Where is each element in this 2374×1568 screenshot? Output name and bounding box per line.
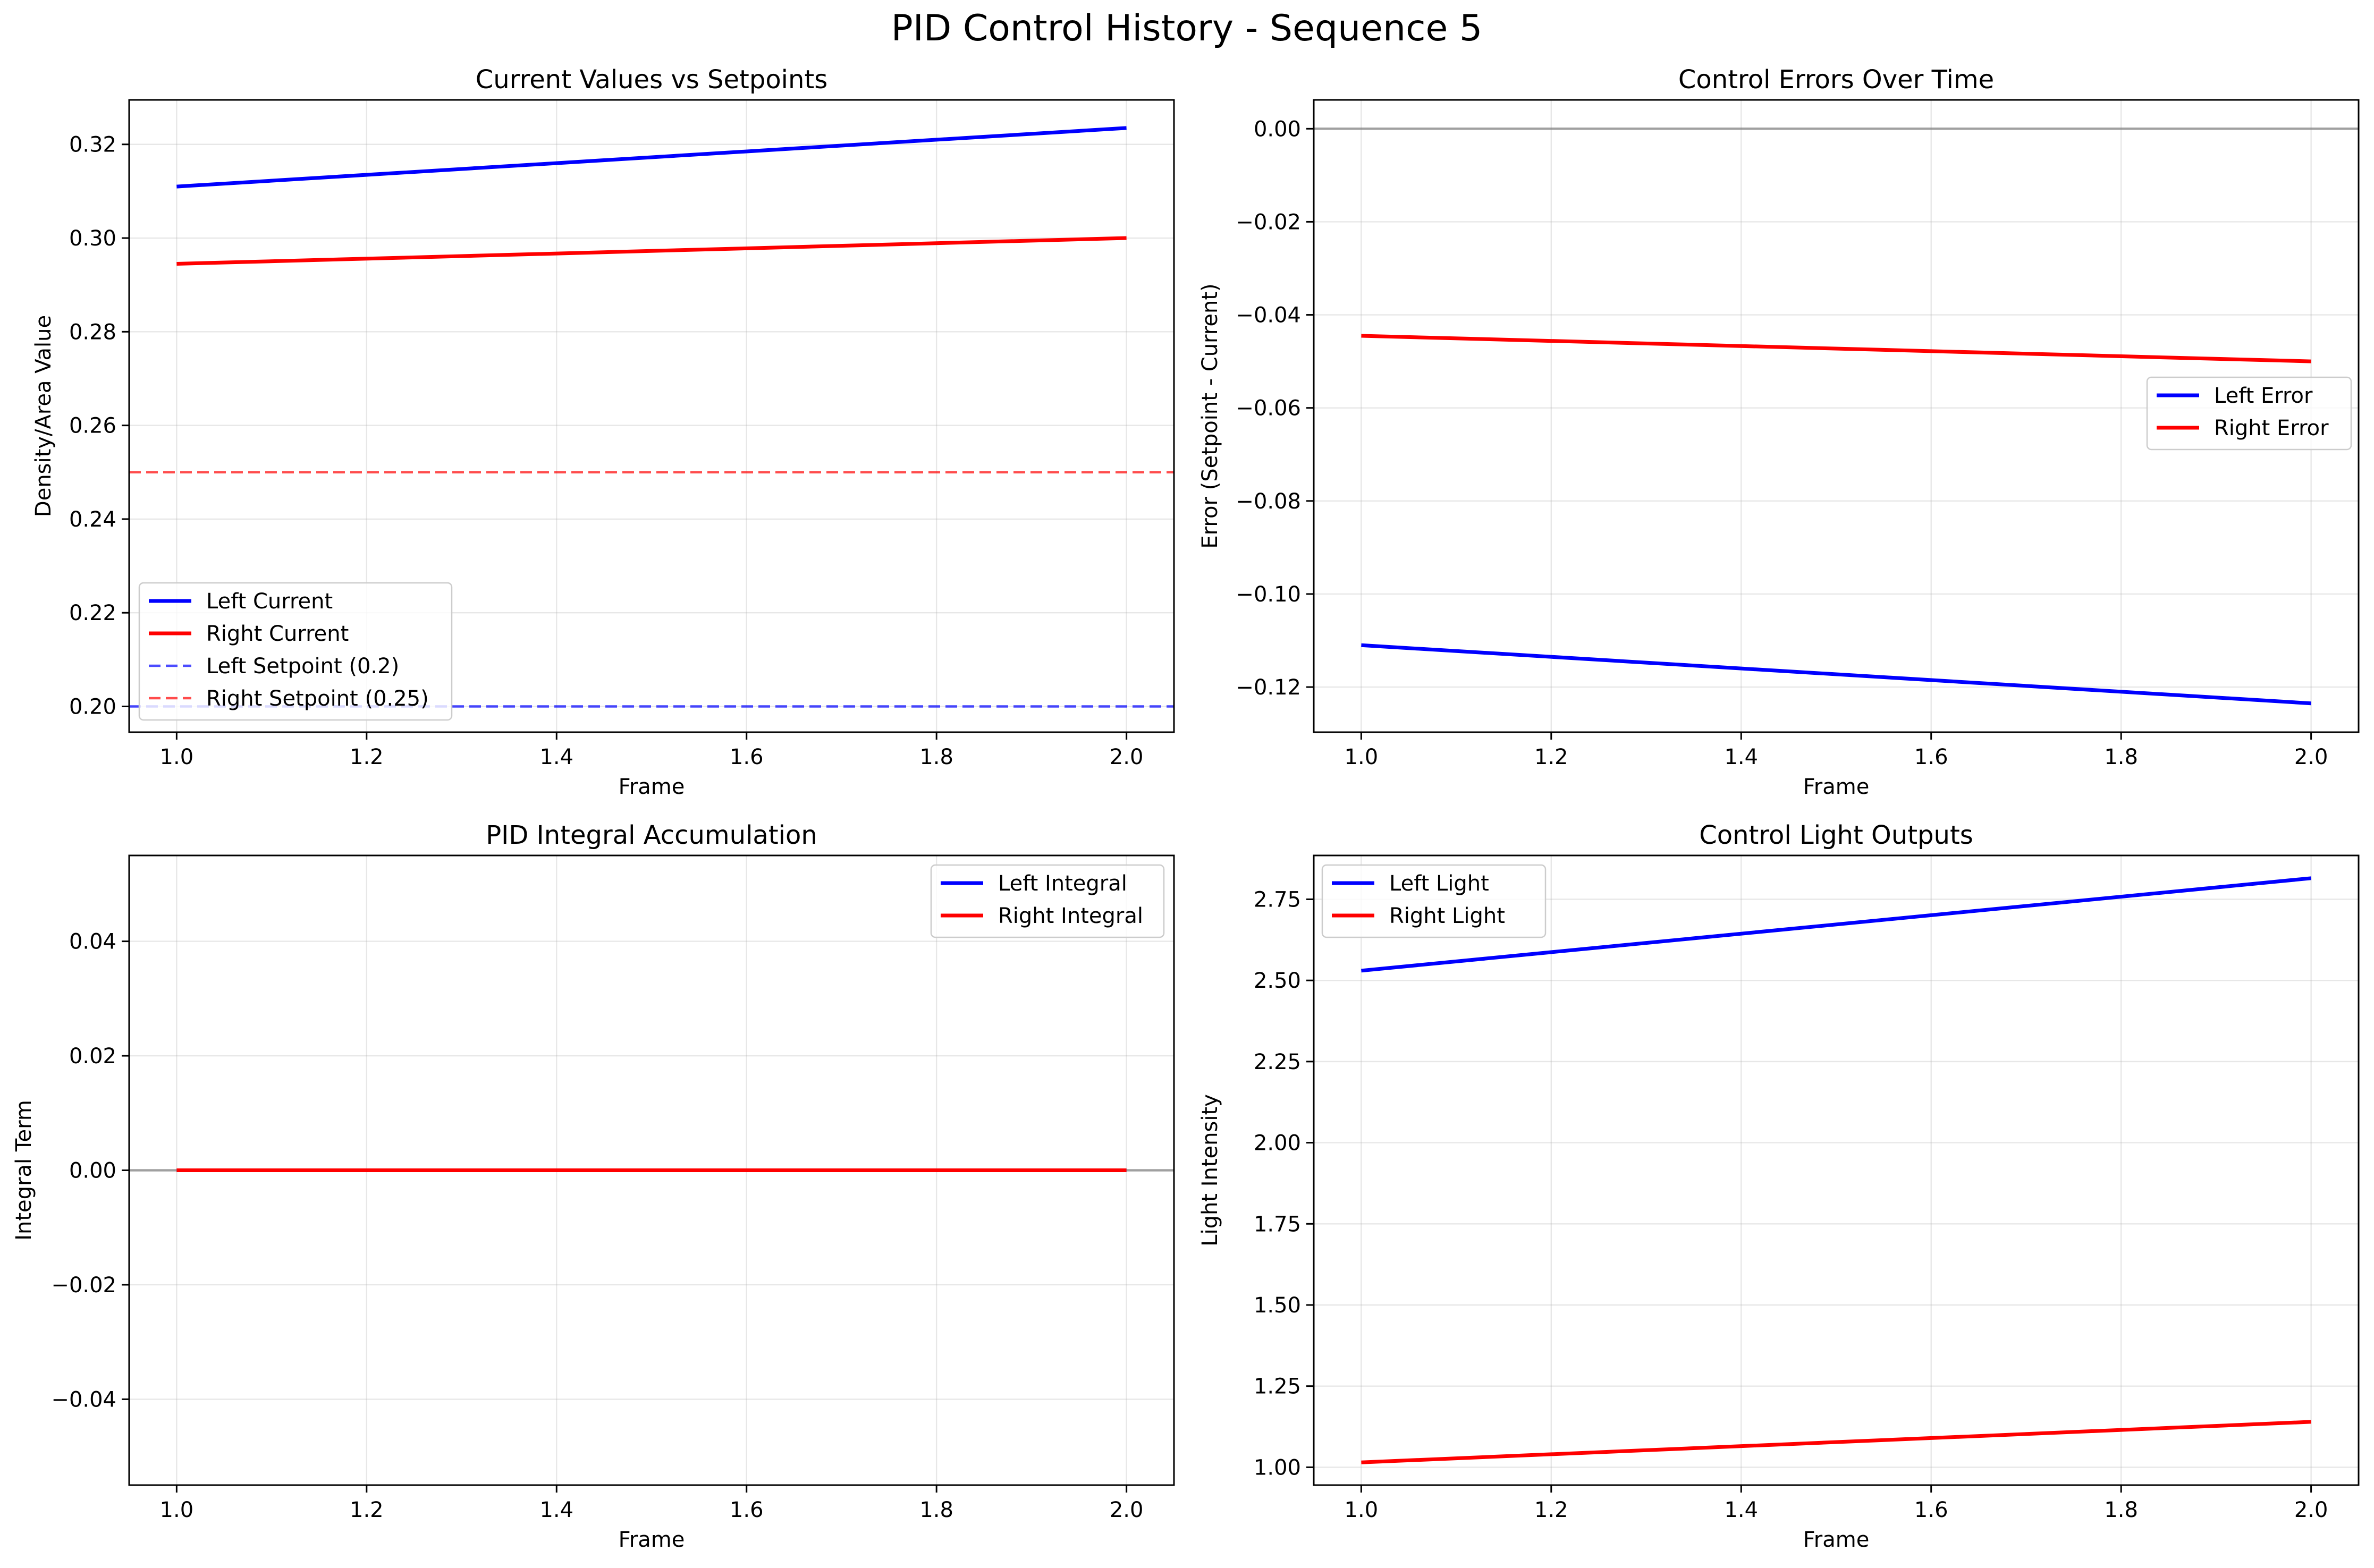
- chart-2-series-2-line: [1361, 334, 2311, 363]
- chart-2-x-tick-label: 1.4: [1724, 745, 1758, 769]
- chart-3-legend-label: Right Integral: [998, 904, 1143, 928]
- chart-4-x-tick-label: 2.0: [2294, 1498, 2328, 1522]
- chart-4-y-tick-label: 2.75: [1254, 887, 1301, 912]
- chart-4-y-tick-label: 1.00: [1254, 1455, 1301, 1480]
- chart-1-y-tick-label: 0.20: [69, 695, 116, 719]
- chart-4-x-axis-label: Frame: [1803, 1528, 1870, 1552]
- chart-1-y-tick-label: 0.24: [69, 507, 116, 532]
- chart-1-y-tick-label: 0.30: [69, 226, 116, 251]
- chart-1-legend-label: Left Current: [206, 589, 333, 614]
- chart-1-x-tick-label: 1.6: [730, 745, 764, 769]
- chart-1-x-tick-label: 1.2: [350, 745, 384, 769]
- chart-1-axes-frame: [128, 99, 1175, 733]
- chart-3-x-axis-label: Frame: [619, 1528, 685, 1552]
- chart-2: 1.0 1.2 1.4 1.6 1.8 2.0 0.00 −0.02 −0.04 −0.06 −0.…: [1198, 65, 2360, 799]
- chart-2-legend: Left Error Right Error: [2146, 376, 2352, 451]
- chart-4-title: Control Light Outputs: [1699, 820, 1973, 850]
- chart-4-axes-frame: [1313, 854, 2360, 1486]
- chart-3-legend-box: [930, 864, 1165, 938]
- chart-3-y-tick-label: 0.04: [69, 930, 116, 954]
- chart-4-x-tick-label: 1.2: [1534, 1498, 1568, 1522]
- chart-1-legend: Left Current Right Current Left Setpoint (…: [138, 582, 453, 721]
- chart-4-plot-area: [1314, 855, 2359, 1485]
- chart-2-series-1-line: [1361, 643, 2311, 706]
- chart-3-y-axis-label: Integral Term: [12, 1100, 36, 1241]
- chart-1-x-tick-label: 1.4: [539, 745, 573, 769]
- chart-4-legend-label: Right Light: [1389, 904, 1505, 928]
- chart-3-y-tick-label: −0.02: [51, 1273, 116, 1298]
- chart-2-x-tick-label: 1.6: [1914, 745, 1948, 769]
- chart-2-x-tick-label: 1.0: [1345, 745, 1379, 769]
- chart-1-x-tick-label: 1.8: [919, 745, 953, 769]
- chart-4-y-tick-label: 1.50: [1254, 1293, 1301, 1318]
- chart-3-title: PID Integral Accumulation: [486, 820, 817, 850]
- chart-1-y-axis-label: Density/Area Value: [31, 315, 56, 517]
- chart-3-x-tick-label: 1.4: [539, 1498, 573, 1522]
- chart-3-x-tick-label: 1.6: [730, 1498, 764, 1522]
- chart-4-series-2-line: [1361, 1420, 2311, 1464]
- chart-4-y-tick-label: 1.25: [1254, 1375, 1301, 1399]
- chart-1-y-tick-label: 0.22: [69, 601, 116, 625]
- chart-4-legend-box: [1321, 864, 1547, 938]
- chart-3-legend: Left Integral Right Integral: [930, 864, 1165, 938]
- chart-2-y-tick-label: −0.04: [1236, 303, 1301, 328]
- chart-2-x-axis-label: Frame: [1803, 775, 1870, 799]
- chart-4-y-tick-label: 2.00: [1254, 1131, 1301, 1156]
- chart-3-x-tick-label: 1.0: [160, 1498, 194, 1522]
- chart-3: 1.0 1.2 1.4 1.6 1.8 2.0 0.04 0.02 0.00 −0.02 −0.04…: [12, 820, 1175, 1552]
- chart-4: 1.0 1.2 1.4 1.6 1.8 2.0 1.00 1.25 1.50 1.75 2.00 2.…: [1198, 820, 2360, 1552]
- chart-4-x-tick-label: 1.8: [2104, 1498, 2138, 1522]
- chart-4-series-1-line: [1361, 876, 2311, 973]
- chart-3-y-tick-label: 0.02: [69, 1044, 116, 1069]
- chart-1-legend-label: Right Current: [206, 622, 349, 646]
- chart-2-x-tick-label: 2.0: [2294, 745, 2328, 769]
- chart-1-x-tick-label: 2.0: [1110, 745, 1144, 769]
- chart-2-x-tick-label: 1.2: [1534, 745, 1568, 769]
- chart-1: 1.0 1.2 1.4 1.6 1.8 2.0 0.20 0.22 0.24 0.26 0.28 0.…: [31, 65, 1175, 799]
- chart-4-x-tick-label: 1.6: [1914, 1498, 1948, 1522]
- chart-2-y-tick-label: −0.06: [1236, 396, 1301, 421]
- chart-4-y-tick-label: 1.75: [1254, 1212, 1301, 1236]
- chart-1-legend-label: Left Setpoint (0.2): [206, 654, 399, 679]
- chart-3-x-tick-label: 1.2: [350, 1498, 384, 1522]
- chart-2-legend-label: Left Error: [2214, 384, 2313, 408]
- chart-2-y-tick-label: −0.02: [1236, 210, 1301, 234]
- chart-2-legend-label: Right Error: [2214, 416, 2329, 440]
- chart-1-legend-box: [138, 582, 453, 721]
- chart-1-x-axis-label: Frame: [619, 775, 685, 799]
- chart-4-y-axis-label: Light Intensity: [1198, 1094, 1222, 1247]
- chart-4-legend: Left Light Right Light: [1321, 864, 1547, 938]
- chart-3-y-tick-label: 0.00: [69, 1159, 116, 1183]
- chart-4-x-tick-label: 1.0: [1345, 1498, 1379, 1522]
- chart-2-y-tick-label: −0.10: [1236, 582, 1301, 607]
- figure-title: PID Control History - Sequence 5: [891, 7, 1482, 49]
- chart-1-series-1-line: [176, 126, 1127, 189]
- chart-2-title: Control Errors Over Time: [1678, 65, 1994, 95]
- chart-4-y-tick-label: 2.25: [1254, 1050, 1301, 1074]
- chart-1-y-tick-label: 0.32: [69, 133, 116, 157]
- chart-2-y-axis-label: Error (Setpoint - Current): [1198, 283, 1222, 548]
- chart-2-axes-frame: [1313, 99, 2360, 733]
- chart-2-y-tick-label: 0.00: [1254, 117, 1301, 141]
- chart-4-y-tick-label: 2.50: [1254, 969, 1301, 993]
- chart-1-legend-label: Right Setpoint (0.25): [206, 686, 429, 711]
- chart-4-x-tick-label: 1.4: [1724, 1498, 1758, 1522]
- chart-2-y-tick-label: −0.12: [1236, 675, 1301, 700]
- chart-3-legend-label: Left Integral: [998, 871, 1127, 896]
- chart-2-y-tick-label: −0.08: [1236, 489, 1301, 514]
- chart-1-y-tick-label: 0.28: [69, 320, 116, 344]
- chart-4-legend-label: Left Light: [1389, 871, 1489, 896]
- chart-1-y-tick-label: 0.26: [69, 414, 116, 438]
- chart-3-y-tick-label: −0.04: [51, 1387, 116, 1412]
- chart-1-series-2-line: [176, 236, 1127, 266]
- chart-3-x-tick-label: 1.8: [919, 1498, 953, 1522]
- chart-1-title: Current Values vs Setpoints: [476, 65, 828, 95]
- chart-3-x-tick-label: 2.0: [1110, 1498, 1144, 1522]
- chart-1-x-tick-label: 1.0: [160, 745, 194, 769]
- chart-2-x-tick-label: 1.8: [2104, 745, 2138, 769]
